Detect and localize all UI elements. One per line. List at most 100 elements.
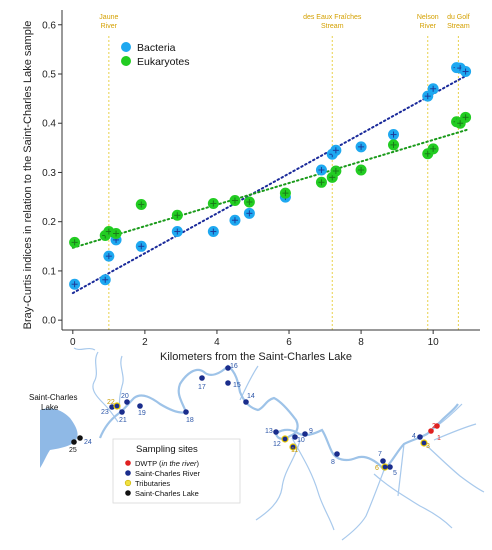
svg-text:1: 1: [437, 435, 441, 442]
site-24: 24: [77, 435, 92, 446]
svg-text:17: 17: [198, 384, 206, 391]
svg-text:4: 4: [412, 433, 416, 440]
site-9: 9: [302, 428, 313, 437]
y-axis-title: Bray-Curtis indices in relation to the S…: [22, 21, 34, 330]
svg-text:22: 22: [107, 399, 115, 406]
svg-text:12: 12: [273, 441, 281, 448]
site-18: 18: [183, 409, 194, 424]
tributary-label-2: Nelson River: [417, 14, 439, 30]
bacteria-point-14: [388, 129, 400, 141]
eukaryotes-point-12: [330, 165, 342, 177]
site-10: 10: [292, 434, 305, 444]
svg-text:20: 20: [121, 393, 129, 400]
y-tick-label-6: 0.6: [42, 20, 56, 31]
eukaryotes-point-9: [279, 187, 291, 199]
bacteria-point-19: [460, 66, 472, 78]
eukaryotes-point-16: [427, 143, 439, 155]
site-5: 5: [387, 464, 397, 477]
saint-charles-river: [98, 364, 459, 472]
y-tick-label-5: 0.5: [42, 70, 56, 81]
svg-text:21: 21: [119, 417, 127, 424]
site-20: 20: [121, 393, 130, 405]
site-22: 22: [107, 399, 121, 410]
x-tick-label-5: 10: [428, 337, 440, 348]
legend-swatch-bacteria: [121, 42, 131, 52]
chart-legend: Bacteria Eukaryotes: [121, 42, 190, 68]
lake-label-line2: Lake: [41, 403, 59, 412]
data-points: [69, 62, 472, 290]
lake-label-line1: Saint-Charles: [29, 393, 77, 402]
y-tick-label-4: 0.4: [42, 119, 56, 130]
x-tick-label-0: 0: [70, 337, 76, 348]
site-13: 13: [265, 428, 279, 435]
site-11: 11: [289, 443, 298, 454]
svg-text:14: 14: [247, 393, 255, 400]
site-14: 14: [243, 393, 255, 405]
eukaryotes-point-5: [171, 209, 183, 221]
svg-text:10: 10: [297, 437, 305, 444]
svg-text:18: 18: [186, 417, 194, 424]
svg-text:3: 3: [426, 443, 430, 450]
site-25: 25: [69, 439, 77, 454]
bacteria-point-2: [103, 250, 115, 262]
bacteria-point-5: [171, 226, 183, 238]
tributary-label-1: des Eaux Fraîches Stream: [303, 14, 362, 30]
saint-charles-lake: [40, 408, 78, 468]
eukaryotes-point-10: [315, 176, 327, 188]
x-tick-label-4: 8: [358, 337, 364, 348]
site-7: 7: [378, 451, 386, 464]
eukaryotes-point-0: [69, 236, 81, 248]
svg-text:16: 16: [230, 363, 238, 370]
svg-text:25: 25: [69, 447, 77, 454]
svg-text:7: 7: [378, 451, 382, 458]
svg-text:5: 5: [393, 470, 397, 477]
bacteria-point-1: [99, 274, 111, 286]
axes: 0.0 0.1 0.2 0.3 0.4 0.5 0.6 0 2 4 6 8 10: [42, 10, 480, 348]
legend-river-label: Saint-Charles River: [135, 469, 201, 478]
legend-lake-label: Saint-Charles Lake: [135, 489, 199, 498]
sampling-map: Saint-Charles Lake 25 24 23 22 20 21 19 …: [29, 347, 485, 541]
bacteria-point-10: [315, 164, 327, 176]
site-19: 19: [137, 403, 146, 417]
site-4: 4: [412, 433, 423, 440]
site-23: 23: [101, 404, 115, 416]
site-3: 3: [420, 439, 430, 450]
map-legend: Sampling sites DWTP (in the river) Saint…: [112, 438, 241, 504]
legend-tributaries-marker: [124, 479, 132, 487]
bacteria-point-0: [69, 278, 81, 290]
legend-tributaries-label: Tributaries: [135, 479, 170, 488]
svg-text:2: 2: [432, 423, 436, 430]
legend-label-eukaryotes: Eukaryotes: [137, 56, 190, 68]
bacteria-point-8: [243, 207, 255, 219]
site-17: 17: [198, 375, 206, 391]
tributary-annotations: Jaune River des Eaux Fraîches Stream Nelson R…: [99, 14, 470, 330]
legend-dwtp-marker: [125, 460, 131, 466]
eukaryotes-point-13: [355, 164, 367, 176]
site-2: 2: [428, 423, 436, 434]
trend-lines: [71, 73, 471, 295]
eukaryotes-point-7: [229, 195, 241, 207]
x-tick-label-3: 6: [286, 337, 292, 348]
eukaryotes-point-8: [243, 196, 255, 208]
svg-text:19: 19: [138, 410, 146, 417]
eukaryotes-point-4: [135, 198, 147, 210]
bacteria-point-7: [229, 214, 241, 226]
x-tick-label-1: 2: [142, 337, 148, 348]
bacteria-point-16: [427, 83, 439, 95]
site-15: 15: [225, 380, 241, 389]
svg-text:23: 23: [101, 409, 109, 416]
site-21: 21: [119, 409, 127, 424]
eukaryotes-point-19: [460, 111, 472, 123]
site-1: 1: [434, 423, 441, 442]
map-legend-title: Sampling sites: [136, 444, 198, 455]
eukaryotes-point-3: [110, 228, 122, 240]
eukaryotes-point-6: [207, 197, 219, 209]
site-16: 16: [225, 363, 238, 371]
trend-line-bacteria: [71, 73, 471, 295]
legend-river-marker: [125, 470, 131, 476]
tributary-label-3: du Golf Stream: [447, 14, 470, 30]
y-tick-label-2: 0.2: [42, 217, 56, 228]
svg-text:24: 24: [84, 439, 92, 446]
tributary-streams: [73, 347, 485, 541]
